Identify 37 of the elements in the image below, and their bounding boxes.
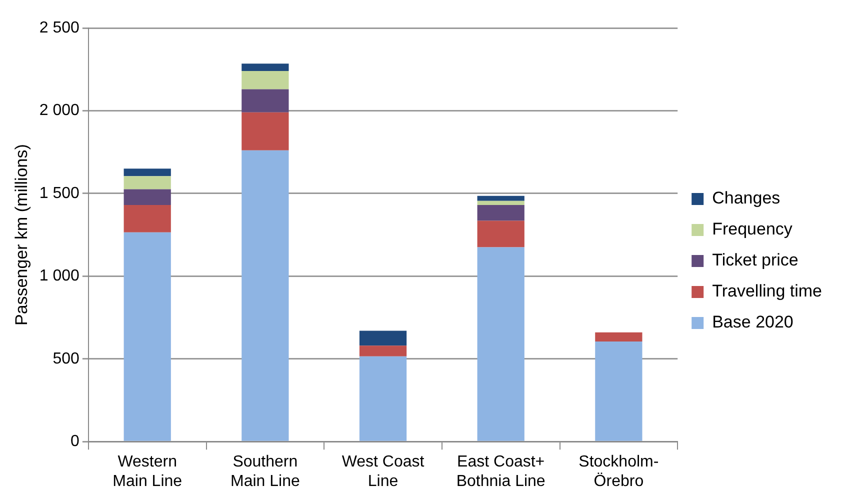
- legend-label: Frequency: [712, 220, 793, 239]
- bar: [477, 196, 524, 201]
- bar: [359, 356, 407, 441]
- y-tick-label: 0: [70, 433, 80, 450]
- bar: [477, 205, 524, 221]
- bar: [242, 71, 289, 90]
- bar: [124, 176, 171, 190]
- y-tick-label: 1 500: [39, 184, 80, 202]
- bar: [242, 89, 289, 112]
- x-tick-label: East Coast+ Bothnia Line: [456, 454, 546, 490]
- bar: [242, 64, 289, 72]
- bar: [359, 346, 407, 356]
- bar: [124, 205, 171, 232]
- y-tick-label: 1 000: [39, 268, 80, 285]
- bar: [124, 168, 171, 176]
- bar: [242, 112, 289, 150]
- legend-label: Travelling time: [712, 282, 822, 301]
- legend-label: Changes: [712, 188, 780, 208]
- y-tick-label: 2 500: [39, 19, 80, 36]
- bar: [477, 247, 524, 441]
- x-tick-label: Western Main Line: [112, 454, 182, 490]
- x-tick-label: Stockholm-Örebro: [578, 454, 659, 490]
- bar: [359, 330, 407, 346]
- bar: [595, 332, 642, 342]
- y-tick-label: 2 000: [39, 102, 80, 120]
- x-tick-label: West Coast Line: [342, 454, 425, 490]
- x-tick-label: Southern Main Line: [230, 454, 300, 490]
- legend-label: Ticket price: [712, 250, 798, 270]
- bar: [477, 200, 524, 206]
- y-tick-label: 500: [52, 350, 80, 368]
- bar: [124, 232, 171, 441]
- y-axis-title: Passenger km (millions): [12, 144, 31, 326]
- bar: [124, 189, 171, 206]
- bar: [477, 220, 524, 248]
- bar: [242, 150, 289, 441]
- bar: [595, 342, 642, 441]
- legend-label: Base 2020: [712, 312, 794, 332]
